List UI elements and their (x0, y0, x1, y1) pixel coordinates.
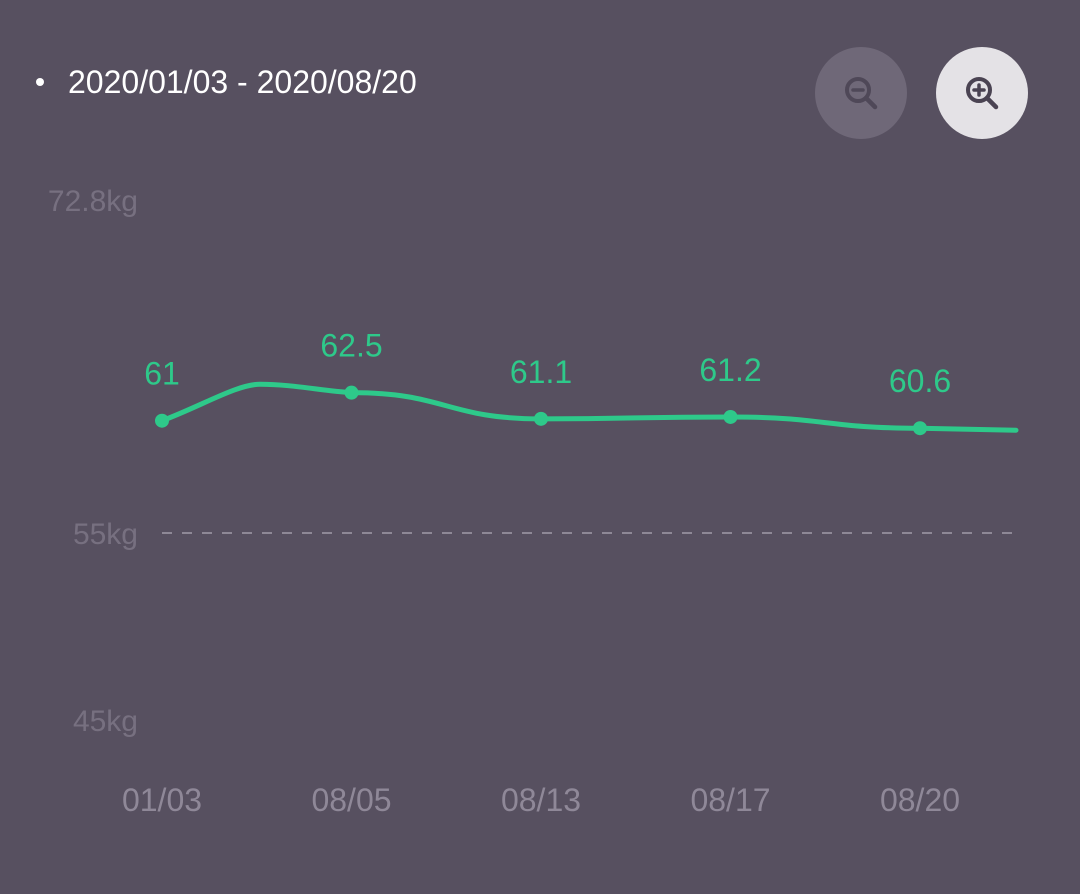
data-point (534, 411, 548, 426)
data-point (723, 409, 738, 424)
x-tick-label: 08/20 (880, 782, 960, 818)
data-point (344, 385, 359, 400)
x-tick-label: 01/03 (122, 782, 202, 818)
x-tick-label: 08/17 (690, 782, 770, 818)
zoom-in-button[interactable] (936, 47, 1028, 139)
data-label: 61.2 (699, 352, 761, 388)
date-range: 2020/01/03 - 2020/08/20 (36, 62, 417, 102)
data-label: 61 (144, 356, 180, 392)
data-point (913, 421, 927, 436)
zoom-out-icon (845, 77, 878, 110)
bullet-dot (36, 78, 44, 86)
data-label: 62.5 (320, 328, 382, 364)
y-tick-label: 55kg (73, 518, 138, 551)
y-tick-label: 72.8kg (48, 185, 138, 218)
date-range-label: 2020/01/03 - 2020/08/20 (68, 64, 417, 100)
x-tick-label: 08/05 (311, 782, 391, 818)
data-point (155, 413, 169, 428)
data-label: 60.6 (889, 363, 951, 399)
series-line (159, 381, 1019, 433)
zoom-out-button[interactable] (815, 47, 907, 139)
data-label: 61.1 (510, 354, 572, 390)
y-tick-label: 45kg (73, 705, 138, 738)
zoom-in-icon (966, 77, 999, 110)
x-tick-label: 08/13 (501, 782, 581, 818)
